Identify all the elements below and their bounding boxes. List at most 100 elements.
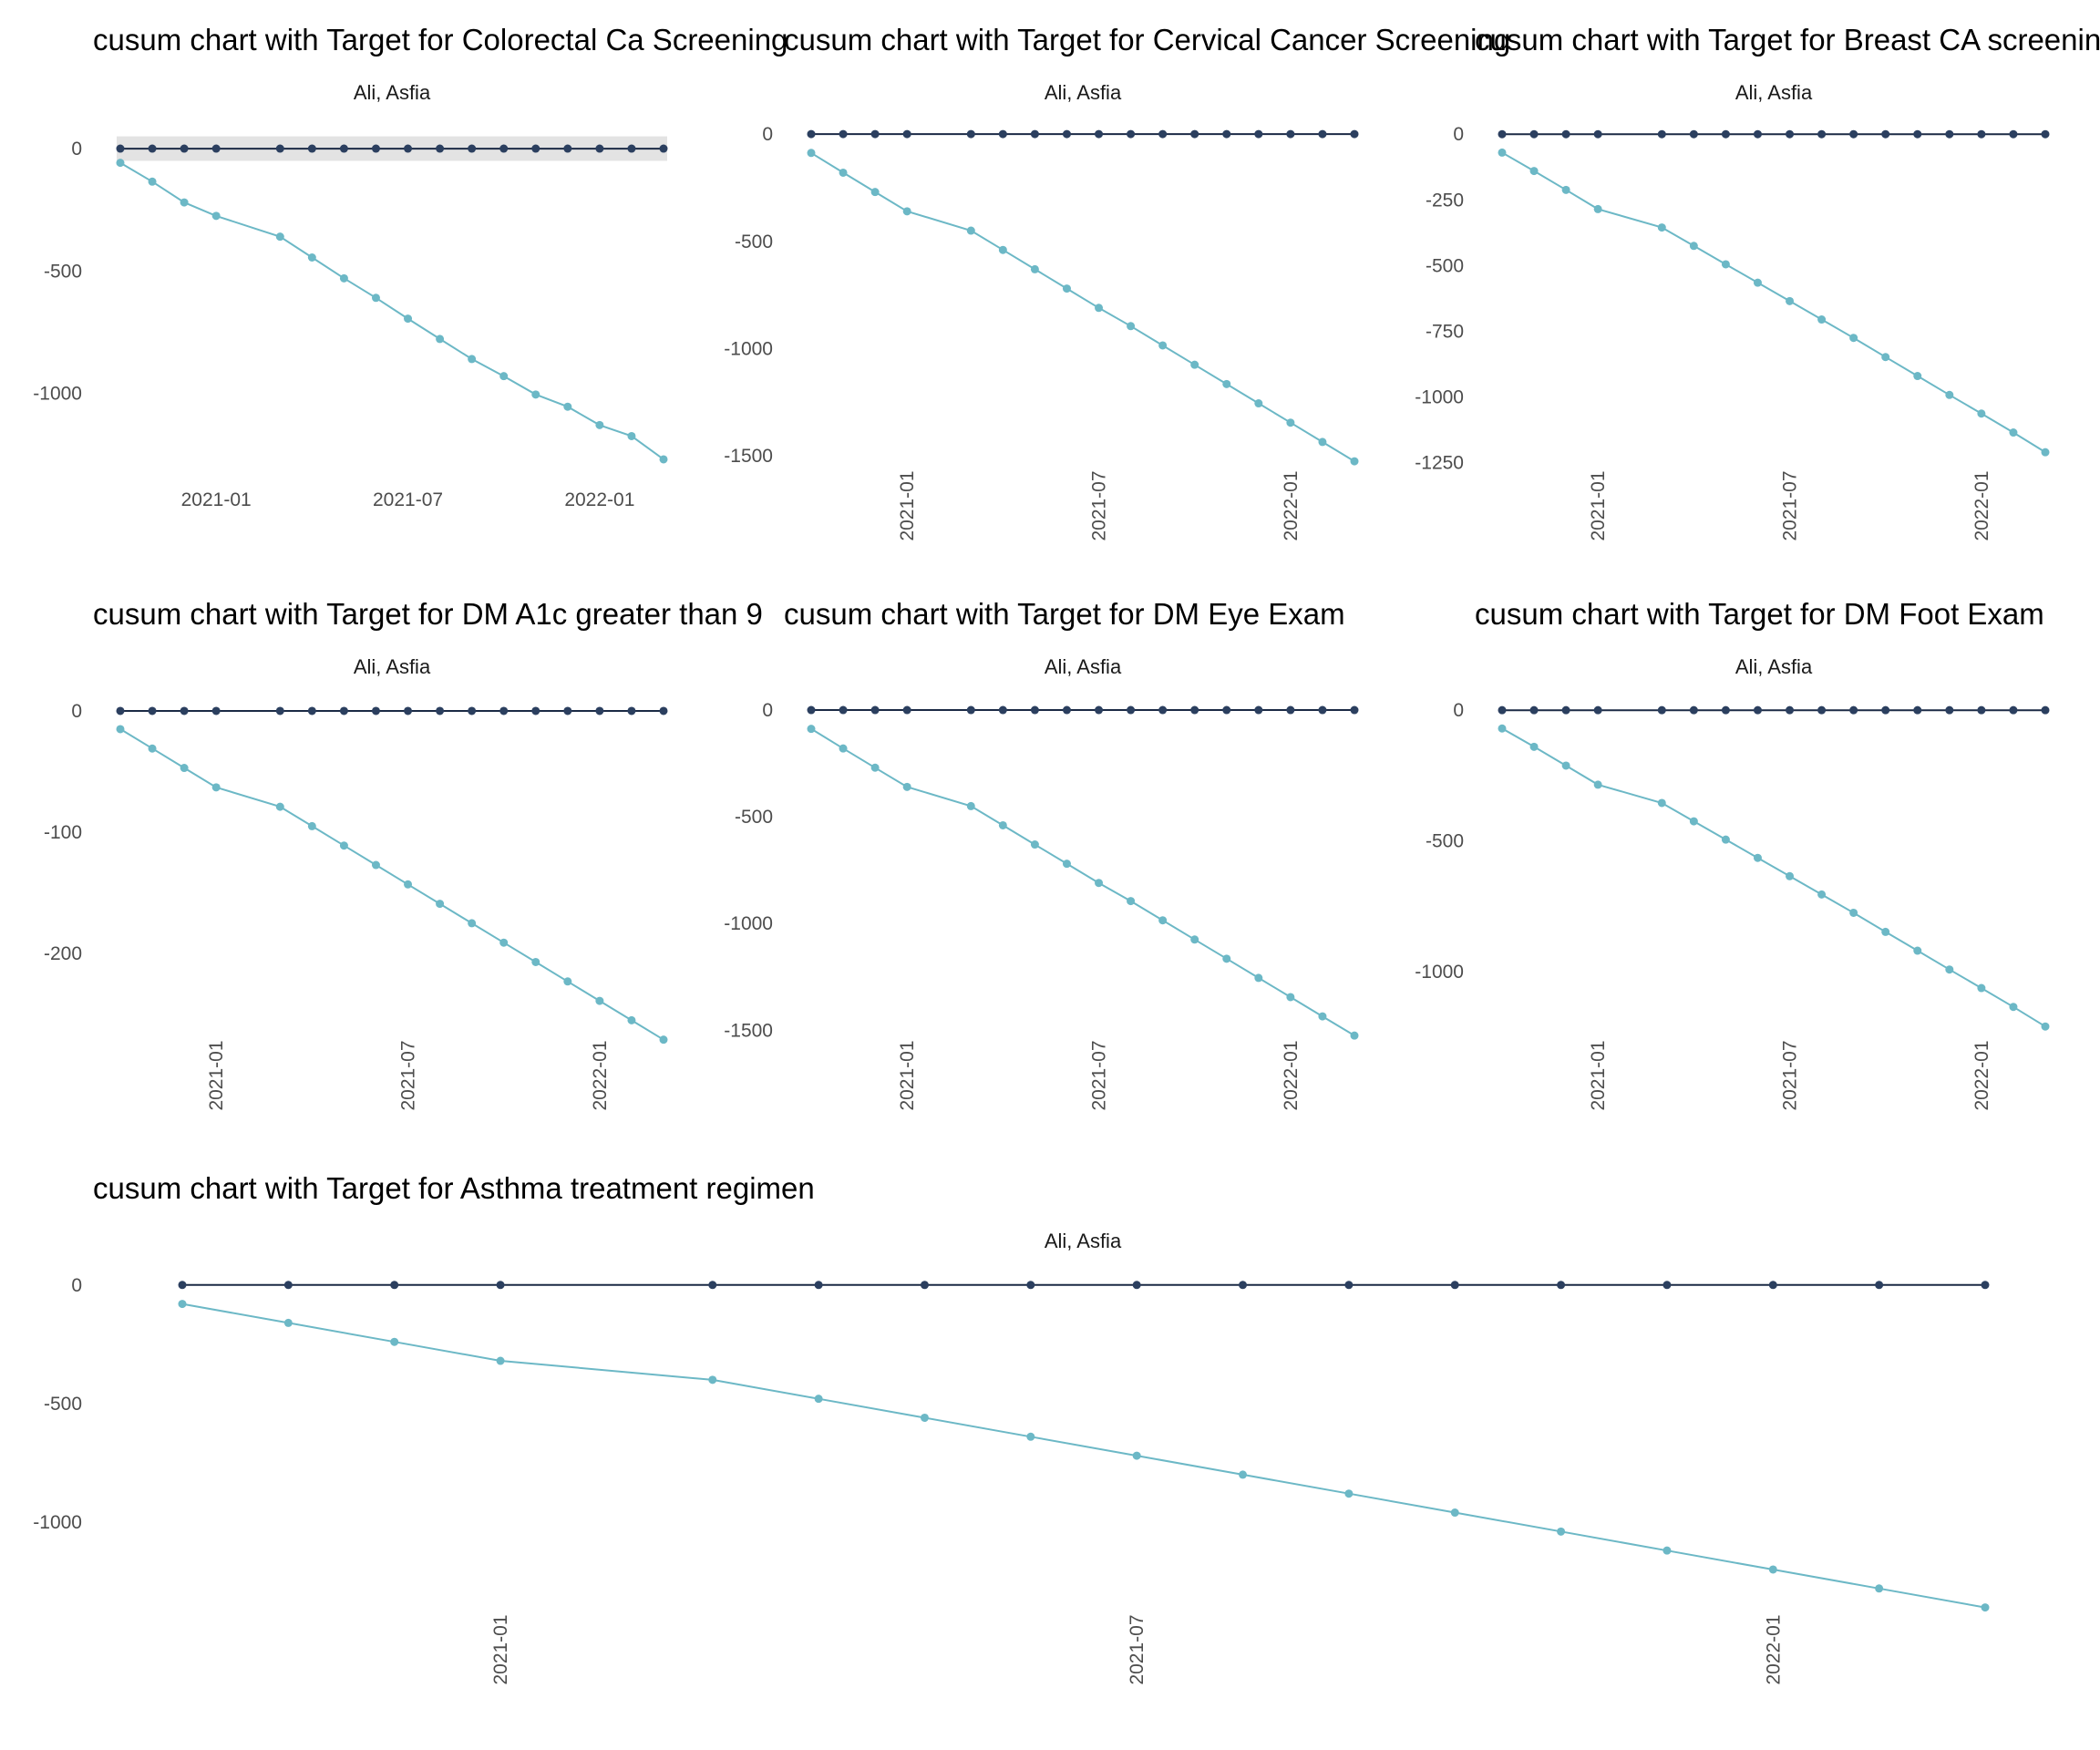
- x-tick-label: 2021-07: [1089, 1040, 1110, 1110]
- target-point: [1786, 705, 1795, 715]
- target-point: [1657, 705, 1666, 715]
- cusum-point: [180, 198, 189, 207]
- y-tick-label: -1500: [724, 1020, 773, 1041]
- target-point: [1350, 129, 1359, 139]
- cusum-point: [2009, 1003, 2018, 1012]
- cusum-point: [1286, 418, 1295, 427]
- cusum-point: [1768, 1565, 1777, 1574]
- cusum-point: [1318, 438, 1327, 447]
- target-point: [283, 1281, 293, 1290]
- cusum-point: [1190, 935, 1199, 944]
- cusum-point: [1753, 278, 1762, 287]
- x-tick-label: 2021-01: [1588, 470, 1609, 540]
- cusum-point: [275, 232, 284, 242]
- cusum-point: [371, 293, 380, 303]
- cusum-point: [1753, 853, 1762, 862]
- cusum-point: [116, 159, 125, 168]
- cusum-point: [1026, 1432, 1035, 1441]
- cusum-point: [1254, 399, 1263, 408]
- x-tick-label: 2022-01: [1281, 470, 1302, 540]
- cusum-point: [468, 919, 477, 928]
- cusum-point: [499, 372, 509, 381]
- target-point: [1254, 705, 1263, 715]
- cusum-point: [1849, 334, 1858, 343]
- y-tick-label: 0: [71, 139, 82, 160]
- target-point: [499, 706, 509, 715]
- cusum-point: [404, 880, 413, 889]
- chart-title: cusum chart with Target for Asthma treat…: [93, 1171, 815, 1205]
- target-point: [1721, 705, 1730, 715]
- cusum-point: [2041, 1022, 2050, 1031]
- cusum-series-line: [181, 1302, 1986, 1609]
- cusum-point: [1977, 409, 1986, 418]
- target-point: [211, 144, 221, 153]
- y-tick-label: -500: [735, 232, 773, 252]
- chart-panel-1: cusum chart with Target for Colorectal C…: [33, 23, 788, 510]
- chart-title: cusum chart with Target for Breast CA sc…: [1475, 23, 2100, 57]
- target-point: [180, 706, 189, 715]
- cusum-point: [1030, 840, 1039, 849]
- cusum-point: [371, 860, 380, 870]
- cusum-point: [1062, 284, 1071, 293]
- y-tick-label: -1000: [33, 1512, 82, 1533]
- chart-subtitle: Ali, Asfia: [1045, 81, 1122, 104]
- cusum-point: [496, 1356, 505, 1365]
- target-point: [1344, 1281, 1354, 1290]
- cusum-point: [436, 900, 445, 909]
- target-point: [998, 705, 1007, 715]
- target-point: [1190, 705, 1199, 715]
- target-point: [1030, 705, 1039, 715]
- y-tick-label: -500: [735, 807, 773, 828]
- cusum-point: [659, 1035, 668, 1045]
- cusum-point: [148, 744, 157, 753]
- cusum-point: [275, 802, 284, 811]
- target-point: [595, 706, 604, 715]
- chart-title: cusum chart with Target for DM Foot Exam: [1475, 597, 2044, 631]
- x-tick-label: 2022-01: [1971, 1040, 1992, 1110]
- target-point: [839, 705, 848, 715]
- chart-subtitle: Ali, Asfia: [1735, 81, 1813, 104]
- target-point: [468, 144, 477, 153]
- cusum-point: [1450, 1508, 1459, 1518]
- cusum-point: [1786, 871, 1795, 880]
- cusum-point: [1127, 897, 1136, 906]
- chart-title: cusum chart with Target for DM Eye Exam: [784, 597, 1345, 631]
- y-tick-label: -1000: [724, 339, 773, 360]
- target-point: [1977, 705, 1986, 715]
- target-point: [2041, 129, 2050, 139]
- target-point: [1158, 705, 1168, 715]
- cusum-point: [902, 782, 911, 791]
- target-point: [1981, 1281, 1990, 1290]
- target-point: [307, 706, 316, 715]
- cusum-point: [339, 273, 348, 283]
- y-tick-label: -250: [1426, 190, 1464, 211]
- cusum-point: [1593, 204, 1602, 213]
- cusum-point: [404, 314, 413, 324]
- chart-panel-4: cusum chart with Target for DM A1c great…: [44, 597, 763, 1111]
- cusum-point: [1286, 993, 1295, 1002]
- cusum-point: [390, 1337, 399, 1346]
- target-point: [1593, 129, 1602, 139]
- cusum-point: [1913, 372, 1922, 381]
- target-point: [1254, 129, 1263, 139]
- chart-panel-3: cusum chart with Target for Breast CA sc…: [1415, 23, 2100, 541]
- y-tick-label: -1500: [724, 446, 773, 467]
- cusum-point: [178, 1300, 187, 1309]
- target-point: [2041, 705, 2050, 715]
- target-point: [870, 129, 880, 139]
- target-point: [563, 144, 572, 153]
- cusum-point: [1095, 879, 1104, 888]
- cusum-point: [1817, 890, 1827, 899]
- target-point: [1127, 129, 1136, 139]
- target-point: [870, 705, 880, 715]
- target-point: [1127, 705, 1136, 715]
- cusum-point: [307, 821, 316, 830]
- target-point: [339, 144, 348, 153]
- target-point: [1561, 705, 1570, 715]
- cusum-point: [1239, 1470, 1248, 1479]
- cusum-point: [1881, 353, 1890, 362]
- chart-title: cusum chart with Target for Colorectal C…: [93, 23, 788, 57]
- cusum-point: [563, 402, 572, 411]
- target-point: [1753, 129, 1762, 139]
